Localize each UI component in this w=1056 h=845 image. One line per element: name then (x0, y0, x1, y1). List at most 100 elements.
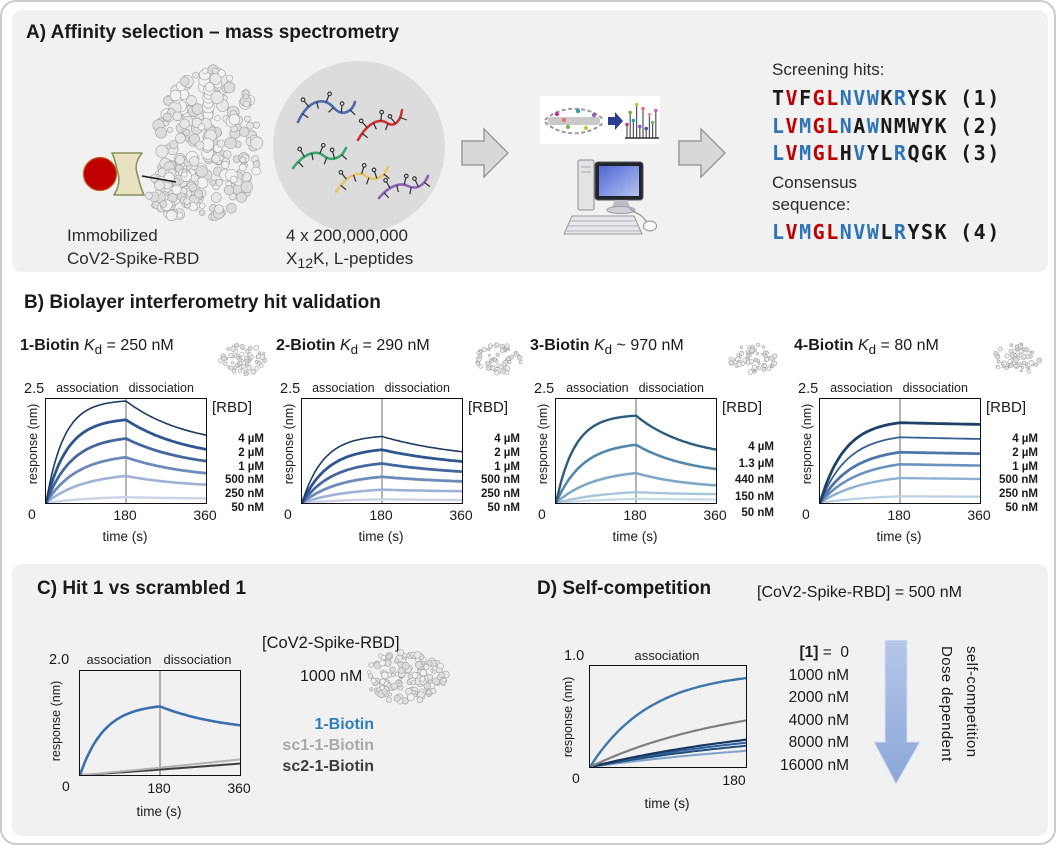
x-tick: 360 (967, 507, 991, 523)
sequence-line: LVMGLNAWNMWYK (2) (772, 113, 1001, 141)
rbd-label: [CoV2-Spike-RBD] (262, 634, 400, 652)
residue: W (866, 219, 881, 244)
competitor-concentration-list: [1] = 0 1000 nM 2000 nM 4000 nM 8000 nM 16000… (687, 642, 849, 777)
y-max-label: 2.5 (798, 381, 819, 397)
concentration-label: 150 nM (735, 490, 774, 503)
arrow-right-icon (678, 127, 727, 179)
panel-cd: C) Hit 1 vs scrambled 1 2.0 association d… (12, 564, 1048, 836)
bli-chart: 2-Biotin Kd = 290 nM 2.5 association diss… (270, 335, 526, 563)
series-curve (46, 418, 206, 503)
series-curve (302, 488, 462, 503)
x-tick: 0 (284, 506, 292, 522)
series-curve (820, 450, 980, 503)
sensorgram-plot (819, 398, 981, 504)
concentration-label: 2 µM (238, 446, 264, 459)
peptide-library-illustration (273, 61, 445, 233)
sensorgram-plot (589, 665, 747, 768)
residue: M (893, 113, 908, 138)
sensorgram-curves (80, 671, 240, 775)
series-curve (46, 496, 206, 503)
residue: A (853, 113, 867, 138)
residue: V (853, 219, 867, 244)
consensus-sequence: LVMGLNVWLRYSK (4) (772, 219, 1001, 247)
residue: K (880, 86, 894, 110)
competitor-concentration: 1000 nM (788, 666, 849, 684)
sensorgram-plot (301, 398, 463, 504)
panel-a-illustration (82, 61, 727, 235)
residue: K (934, 219, 949, 244)
concentration-label: 2 µM (494, 446, 520, 459)
residue: L (772, 141, 786, 165)
y-axis-label: response (nm) (282, 403, 296, 485)
series-curve (46, 474, 206, 503)
x-tick: 0 (538, 506, 546, 522)
x-tick: 180 (623, 507, 647, 523)
rbd-label: [CoV2-Spike-RBD] = 500 nM (757, 584, 962, 601)
residue: N (839, 219, 854, 244)
legend: 1-Biotin sc1-1-Biotin sc2-1-Biotin (192, 714, 374, 777)
sensorgram-curves (590, 676, 746, 767)
y-axis-label: response (nm) (26, 403, 40, 485)
concentration-label: 2 µM (1012, 446, 1038, 459)
x-axis-label: time (s) (102, 529, 148, 544)
rbd-header: [RBD] (986, 399, 1027, 416)
phase-labels: association dissociation (830, 381, 968, 395)
concentration-label: 4 µM (494, 433, 520, 445)
screening-hits-label: Screening hits: (772, 60, 885, 79)
residue: R (893, 219, 908, 244)
x-tick: 180 (147, 780, 171, 796)
competitor-concentration: 2000 nM (788, 689, 849, 706)
phase-labels: association dissociation (312, 381, 450, 395)
residue: K (934, 86, 949, 110)
sequence-line: LVMGLHVYLRQGK (3) (772, 140, 1001, 168)
legend-entry: 1-Biotin (314, 716, 374, 733)
series-curve (302, 435, 462, 503)
panel-a: A) Affinity selection – mass spectrometr… (12, 10, 1048, 272)
residue: Q (907, 141, 922, 165)
residue: L (772, 219, 786, 244)
residue: L (826, 86, 840, 110)
down-arrow-icon (873, 640, 921, 786)
series-curve (820, 421, 980, 503)
sequence-line: LVMGLNVWLRYSK (4) (772, 219, 1001, 247)
series-curve (80, 758, 240, 775)
residue: G (812, 141, 827, 165)
residue: W (907, 113, 922, 138)
series-curve (302, 498, 462, 503)
residue: Y (907, 219, 922, 244)
series-curve (556, 414, 716, 503)
chart-title: 4-Biotin Kd = 80 nM (794, 337, 939, 358)
x-axis-label: time (s) (358, 529, 404, 544)
sequence-tag: (4) (960, 219, 1001, 244)
residue: W (866, 113, 881, 138)
panel-d-title: D) Self-competition (537, 578, 712, 599)
y-max-label: 2.0 (49, 652, 70, 668)
residue: L (826, 219, 840, 244)
series-curve (590, 738, 746, 767)
series-curve (302, 448, 462, 503)
residue: N (880, 113, 894, 138)
residue: V (785, 141, 800, 165)
residue: Y (866, 141, 881, 165)
series-curve (46, 455, 206, 503)
x-tick: 180 (887, 507, 911, 523)
residue: R (893, 141, 908, 165)
phase-labels: association (634, 648, 700, 663)
rbd-protein-illustration (144, 64, 264, 222)
streptavidin-icon (111, 152, 145, 196)
rbd-concentration: 1000 nM (300, 668, 363, 685)
legend-entry: sc1-1-Biotin (282, 737, 374, 754)
bli-chart: 3-Biotin Kd ~ 970 nM 2.5 association diss… (524, 335, 780, 563)
series-curve (820, 463, 980, 503)
series-curve (590, 676, 746, 767)
series-curve (590, 749, 746, 767)
protein-thumbnail (728, 342, 778, 375)
y-axis-label: response (nm) (536, 403, 550, 485)
residue: L (826, 113, 840, 138)
concentration-label: 50 nM (231, 501, 264, 514)
residue: V (785, 219, 800, 244)
peptide-squiggles (291, 91, 431, 200)
rbd-header: [RBD] (212, 399, 253, 416)
residue: F (799, 86, 813, 110)
